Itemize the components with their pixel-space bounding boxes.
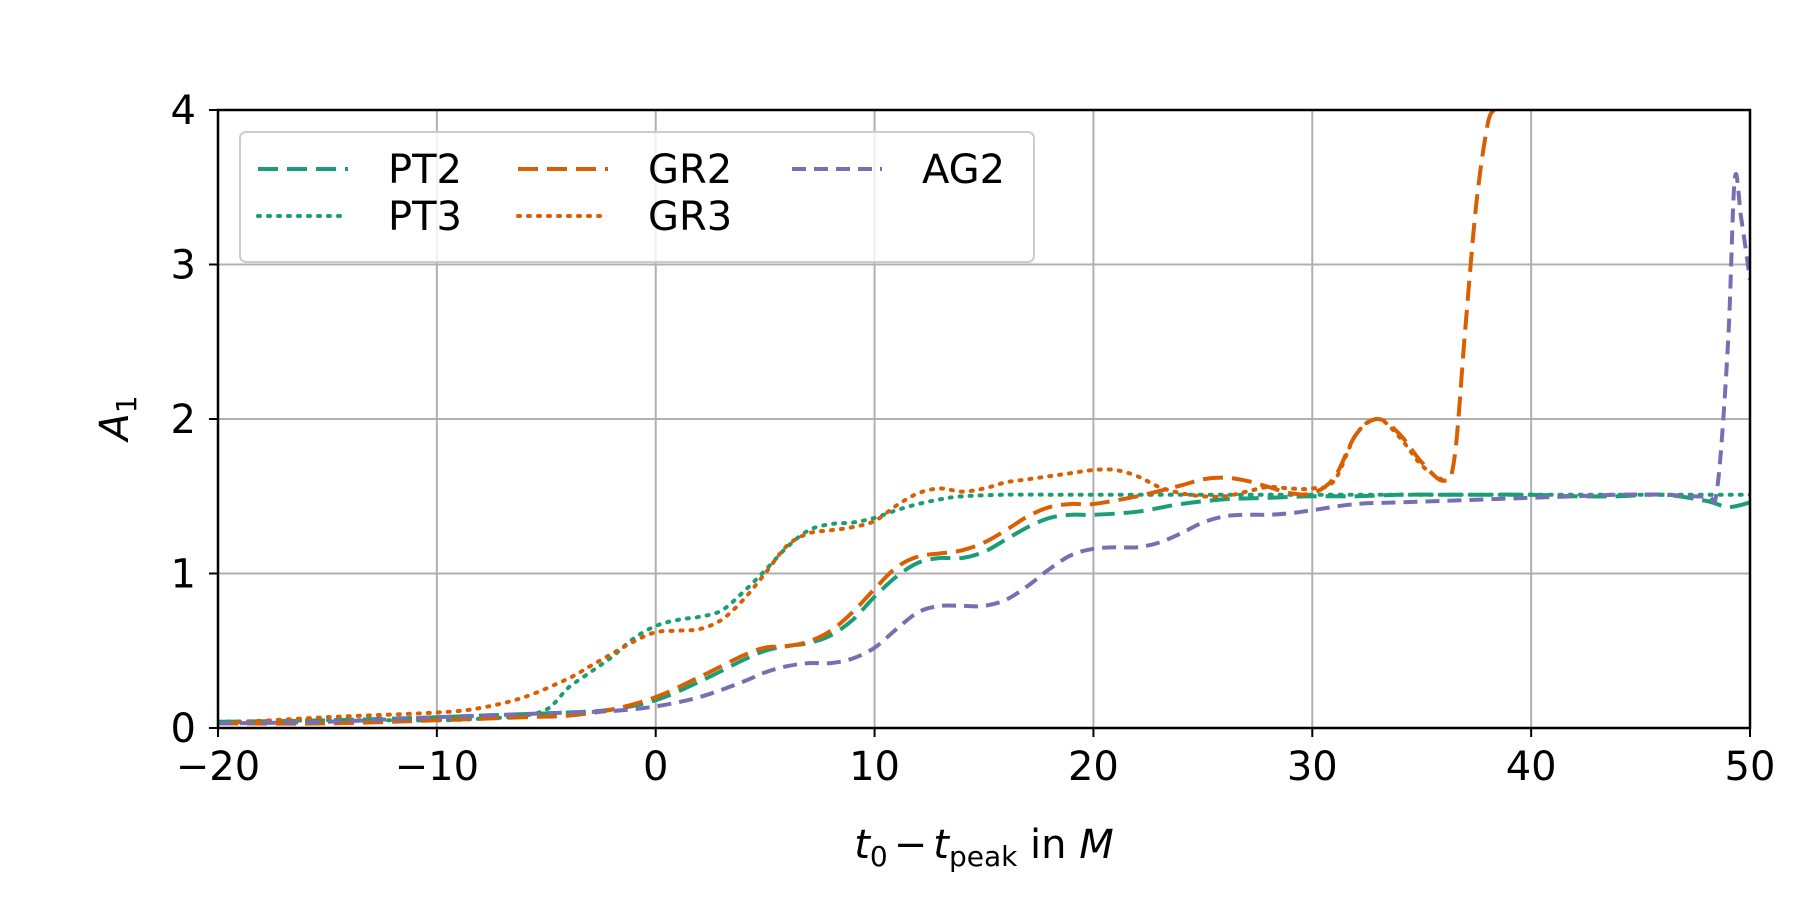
- ticks: −20 −10 0 10 20 30 40 50 0 1 2 3 4: [171, 88, 1776, 790]
- x-tick-label: 20: [1068, 744, 1119, 790]
- series-line-pt2: [218, 492, 1750, 724]
- x-tick-label: 10: [849, 744, 900, 790]
- x-tick-label: 50: [1725, 744, 1776, 790]
- y-axis-label: A1: [92, 395, 143, 443]
- legend-label-ag2: AG2: [922, 147, 1005, 193]
- y-tick-label: 1: [171, 552, 196, 598]
- y-tick-label: 4: [171, 88, 196, 134]
- x-tick-label: −10: [395, 744, 479, 790]
- legend-label-pt3: PT3: [388, 194, 462, 240]
- legend-box: [239, 131, 1035, 263]
- y-tick-label: 0: [171, 706, 196, 752]
- series-line-ag2: [218, 172, 1750, 726]
- y-tick-label: 2: [171, 397, 196, 443]
- series-line-gr3: [218, 416, 1446, 726]
- legend-label-gr3: GR3: [648, 194, 732, 240]
- x-axis-label: t0− tpeak in M: [854, 822, 1114, 873]
- series-line-gr2: [218, 110, 1496, 726]
- y-tick-label: 3: [171, 243, 196, 289]
- x-tick-label: −20: [176, 744, 260, 790]
- legend-label-pt2: PT2: [388, 147, 462, 193]
- x-tick-label: 30: [1287, 744, 1338, 790]
- legend: PT2 PT3 GR2 GR3 AG2: [239, 131, 1035, 263]
- series-line-pt3: [218, 492, 1750, 724]
- x-tick-label: 0: [643, 744, 668, 790]
- series-layer: [218, 110, 1750, 726]
- legend-label-gr2: GR2: [648, 147, 732, 193]
- x-tick-label: 40: [1506, 744, 1557, 790]
